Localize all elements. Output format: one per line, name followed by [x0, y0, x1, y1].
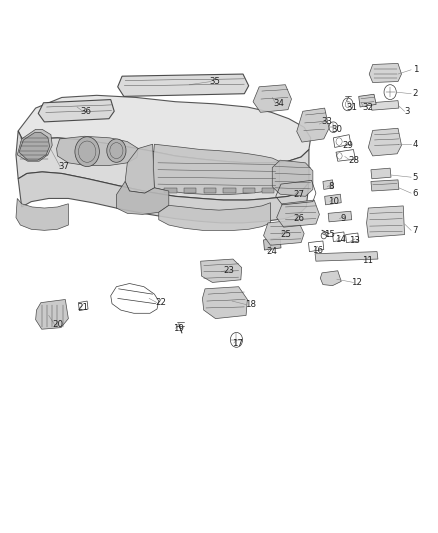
Bar: [262, 188, 274, 193]
Text: 4: 4: [413, 140, 418, 149]
Polygon shape: [16, 131, 309, 200]
Text: 11: 11: [362, 256, 373, 264]
Polygon shape: [320, 271, 341, 286]
Bar: [164, 188, 177, 193]
Bar: [243, 188, 255, 193]
Text: 18: 18: [245, 300, 256, 309]
Text: 37: 37: [58, 162, 69, 171]
Text: 12: 12: [351, 278, 363, 287]
Polygon shape: [264, 220, 304, 245]
Text: 21: 21: [77, 303, 88, 312]
Text: 19: 19: [173, 324, 184, 333]
Text: 26: 26: [294, 214, 305, 223]
Circle shape: [75, 137, 99, 166]
Polygon shape: [38, 100, 114, 122]
Polygon shape: [202, 287, 247, 319]
Polygon shape: [371, 101, 399, 110]
Text: 27: 27: [293, 190, 304, 199]
Text: 31: 31: [346, 102, 357, 111]
Polygon shape: [272, 160, 313, 196]
Text: 34: 34: [274, 99, 285, 108]
Polygon shape: [369, 63, 402, 83]
Text: 9: 9: [340, 214, 346, 223]
Text: 6: 6: [413, 189, 418, 198]
Polygon shape: [118, 74, 249, 96]
Polygon shape: [17, 130, 52, 161]
Text: 33: 33: [322, 117, 333, 126]
Text: 23: 23: [223, 266, 234, 275]
Text: 30: 30: [332, 125, 343, 134]
Polygon shape: [371, 180, 399, 191]
Text: 8: 8: [328, 182, 333, 191]
Polygon shape: [359, 94, 376, 107]
Bar: [184, 188, 196, 193]
Text: 25: 25: [280, 230, 291, 239]
Text: 32: 32: [362, 102, 373, 111]
Text: 5: 5: [413, 173, 418, 182]
Polygon shape: [368, 128, 402, 156]
Text: 24: 24: [266, 247, 277, 256]
Polygon shape: [18, 95, 311, 163]
Polygon shape: [159, 203, 271, 230]
Text: 1: 1: [413, 66, 418, 74]
Text: 20: 20: [53, 320, 64, 329]
Polygon shape: [328, 211, 352, 222]
Polygon shape: [117, 181, 169, 214]
Polygon shape: [19, 133, 49, 160]
Bar: [204, 188, 216, 193]
Polygon shape: [367, 206, 405, 237]
Polygon shape: [315, 252, 378, 261]
Polygon shape: [201, 259, 242, 282]
Polygon shape: [16, 198, 68, 230]
Polygon shape: [277, 200, 319, 227]
Polygon shape: [297, 108, 329, 142]
Text: 14: 14: [335, 235, 346, 244]
Text: 2: 2: [413, 89, 418, 98]
Polygon shape: [57, 136, 138, 165]
Text: 15: 15: [324, 230, 335, 239]
Text: 16: 16: [312, 246, 323, 255]
Polygon shape: [125, 144, 154, 193]
Polygon shape: [371, 168, 391, 179]
Polygon shape: [253, 85, 291, 112]
Polygon shape: [35, 300, 68, 329]
Text: 29: 29: [343, 141, 353, 150]
Polygon shape: [325, 194, 341, 205]
Polygon shape: [18, 172, 309, 223]
Circle shape: [107, 139, 126, 163]
Text: 7: 7: [413, 226, 418, 235]
Polygon shape: [264, 238, 281, 250]
Polygon shape: [152, 144, 279, 195]
Polygon shape: [323, 180, 333, 189]
Text: 22: 22: [155, 298, 166, 307]
Text: 17: 17: [232, 338, 243, 348]
Text: 28: 28: [348, 156, 359, 165]
Text: 35: 35: [209, 77, 220, 86]
Text: 3: 3: [405, 107, 410, 116]
Text: 13: 13: [349, 237, 360, 246]
Text: 10: 10: [328, 197, 339, 206]
Bar: [223, 188, 236, 193]
Text: 36: 36: [81, 107, 92, 116]
